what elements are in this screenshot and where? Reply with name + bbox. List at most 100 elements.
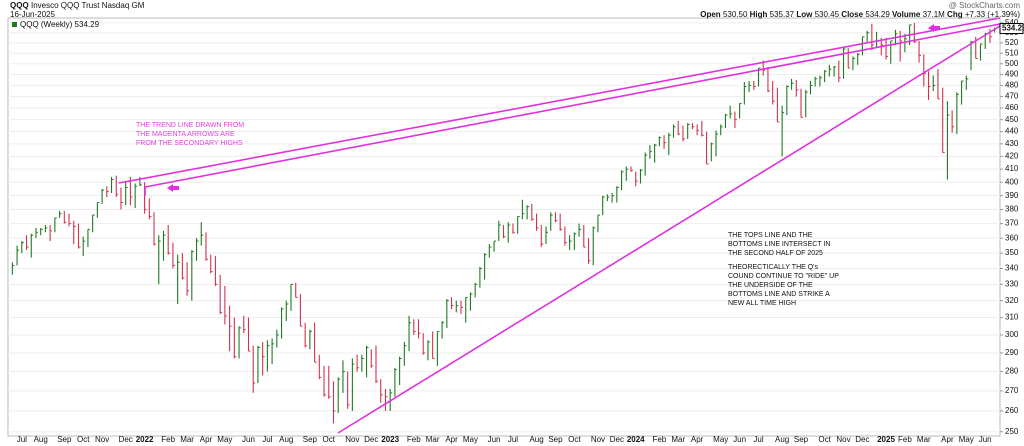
y-tick-label: 350 [1005, 248, 1019, 257]
y-tick-label: 280 [1005, 367, 1019, 376]
quote-value: 37.1M [923, 10, 946, 19]
x-tick-label: Aug [34, 435, 48, 444]
y-tick-label: 340 [1005, 264, 1019, 273]
x-tick-label: Nov [345, 435, 359, 444]
x-tick-label: Sep [548, 435, 563, 444]
y-tick-label: 320 [1005, 296, 1019, 305]
quote-name: Volume [892, 10, 921, 19]
y-tick-label: 480 [1005, 81, 1019, 90]
y-tick-label: 370 [1005, 219, 1019, 228]
x-tick-label: Sep [794, 435, 809, 444]
y-tick-label: 470 [1005, 92, 1019, 101]
x-tick-label: May [217, 435, 232, 444]
annotation-text: BOTTOMS LINE AND STRIKE A [728, 291, 830, 298]
quote-value: 530.50 [723, 10, 748, 19]
trend-line [118, 17, 1001, 184]
annotation-text: THE TOPS LINE AND THE [728, 232, 813, 239]
x-tick-label: 2024 [627, 435, 645, 444]
x-tick-label: May [713, 435, 728, 444]
x-tick-label: Sep [57, 435, 72, 444]
annotation-text: FROM THE SECONDARY HIGHS [136, 140, 243, 147]
x-tick-label: Mar [671, 435, 685, 444]
x-tick-label: Jul [17, 435, 27, 444]
y-tick-label: 500 [1005, 59, 1019, 68]
y-tick-label: 510 [1005, 48, 1019, 57]
y-tick-label: 490 [1005, 70, 1019, 79]
ticker: QQQ [10, 1, 29, 10]
y-tick-label: 300 [1005, 330, 1019, 339]
source: @ StockCharts.com [949, 1, 1021, 10]
price-bars [11, 22, 997, 424]
x-tick-label: Nov [95, 435, 109, 444]
x-tick-label: 2023 [381, 435, 399, 444]
x-tick-label: Jun [979, 435, 992, 444]
x-tick-label: Mar [426, 435, 440, 444]
annotation-text: THE TREND LINE DRAWN FROM [136, 122, 244, 129]
x-tick-label: Dec [610, 435, 624, 444]
annotation-text: THE UNDERSIDE OF THE [728, 282, 813, 289]
legend-name: QQQ (Weekly) [20, 20, 73, 29]
x-tick-label: 2025 [877, 435, 895, 444]
x-tick-label: Nov [591, 435, 605, 444]
annotations: THE TREND LINE DRAWN FROM THE MAGENTA ARR… [136, 122, 839, 307]
x-tick-label: Apr [445, 435, 458, 444]
x-tick-label: Dec [364, 435, 378, 444]
quote-name: Close [841, 10, 863, 19]
annotation-text: BOTTOMS LINE INTERSECT IN [728, 241, 830, 248]
quote-name: Chg [947, 10, 963, 19]
y-tick-label: 390 [1005, 191, 1019, 200]
x-tick-label: Dec [855, 435, 869, 444]
x-tick-label: May [463, 435, 478, 444]
y-tick-label: 450 [1005, 115, 1019, 124]
x-tick-label: Apr [941, 435, 954, 444]
legend-value: 534.29 [75, 20, 100, 29]
x-tick-label: Jul [262, 435, 272, 444]
y-tick-label: 380 [1005, 205, 1019, 214]
annotation-text: THE SECOND HALF OF 2025 [728, 250, 823, 257]
x-tick-label: Dec [119, 435, 133, 444]
grid [8, 22, 1003, 433]
date: 16-Jun-2025 [10, 10, 55, 19]
y-tick-label: 330 [1005, 279, 1019, 288]
y-tick-label: 360 [1005, 233, 1019, 242]
annotation-text: COUND CONTINUE TO "RIDE" UP [728, 273, 839, 280]
x-tick-label: May [959, 435, 974, 444]
x-tick-label: Jul [508, 435, 518, 444]
quote-value: +7.33 (+1.39%) [965, 10, 1020, 19]
x-tick-label: Apr [691, 435, 704, 444]
x-tick-label: Mar [917, 435, 931, 444]
y-tick-label: 420 [1005, 151, 1019, 160]
quote-value: 535.37 [770, 10, 795, 19]
arrow [167, 184, 179, 192]
quote-name: Open [700, 10, 721, 19]
y-tick-label: 410 [1005, 164, 1019, 173]
subtitle: Invesco QQQ Trust Nasdaq GM [31, 1, 145, 10]
trend-line [337, 25, 1001, 434]
x-tick-label: Sep [303, 435, 318, 444]
x-tick-label: Jun [488, 435, 501, 444]
x-tick-label: Nov [836, 435, 850, 444]
x-tick-label: Oct [323, 435, 336, 444]
plot-frame [7, 17, 1001, 437]
annotation-text: NEW ALL TIME HIGH [728, 300, 796, 307]
trend-line [144, 23, 1001, 188]
last-price-box [999, 23, 1024, 35]
x-tick-label: Aug [279, 435, 293, 444]
y-tick-label: 440 [1005, 127, 1019, 136]
x-tick-label: Jul [753, 435, 763, 444]
last-price: 534.29 [1002, 24, 1024, 33]
x-tick-label: Aug [775, 435, 789, 444]
y-tick-label: 270 [1005, 386, 1019, 395]
y-tick-label: 310 [1005, 313, 1019, 322]
legend-label: QQQ (Weekly) 534.29 [20, 20, 100, 29]
x-tick-label: Feb [898, 435, 912, 444]
y-tick-label: 540 [1005, 18, 1019, 27]
quote: Open 530.50 High 535.37 Low 530.45 Close… [700, 10, 1020, 19]
x-tick-label: Feb [652, 435, 666, 444]
y-tick-label: 520 [1005, 38, 1019, 47]
y-tick-label: 260 [1005, 406, 1019, 415]
quote-name: High [750, 10, 768, 19]
x-tick-label: Apr [200, 435, 213, 444]
y-tick-label: 460 [1005, 103, 1019, 112]
